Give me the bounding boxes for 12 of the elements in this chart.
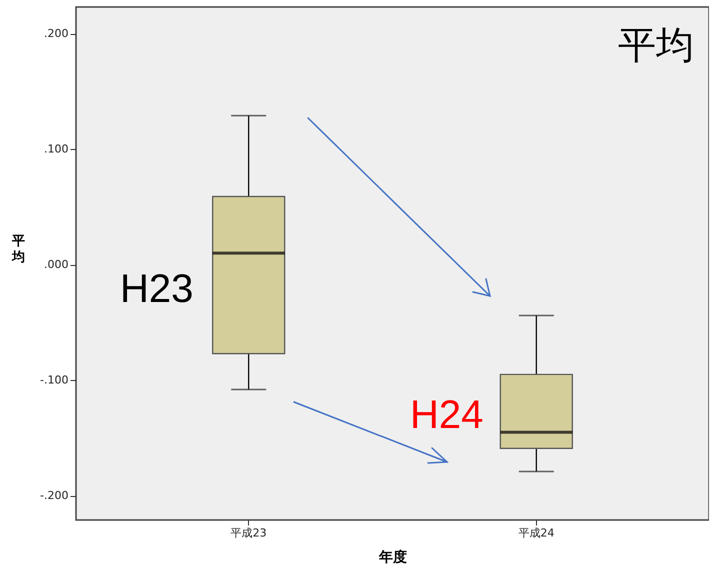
y-tick-label: .200 [44, 27, 68, 40]
y-tick-label: -.200 [40, 489, 68, 502]
y-axis-title: 平均 [11, 234, 25, 265]
x-axis-title: 年度 [378, 548, 407, 566]
chart-title: 平均 [618, 23, 694, 67]
x-tick-label: 平成23 [230, 526, 267, 540]
y-tick-label: -.100 [40, 374, 68, 387]
x-tick-label: 平成24 [518, 526, 554, 540]
y-tick-label: .100 [44, 142, 68, 156]
annotation: H23 [120, 267, 194, 311]
annotation: H24 [410, 393, 484, 437]
y-tick-label: .000 [44, 258, 68, 272]
